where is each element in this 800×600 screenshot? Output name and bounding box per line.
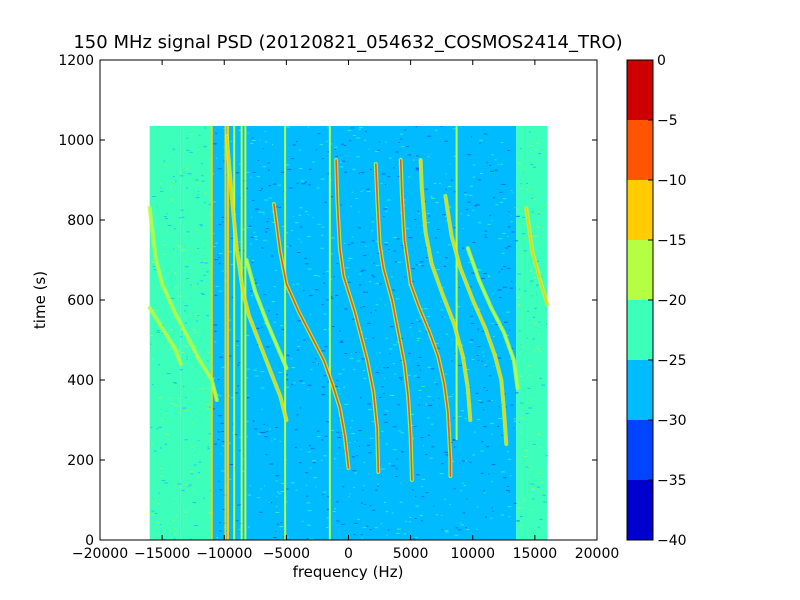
- x-axis: −20000 −15000 −10000 −5000 0 5000 10000 15000 20…: [72, 60, 619, 562]
- x-tick-label: −10000: [196, 546, 252, 562]
- colorbar-segment: [627, 300, 653, 360]
- y-axis: 0 200 400 600 800 1000 1200: [58, 53, 597, 549]
- x-tick-label: 0: [344, 546, 353, 562]
- colorbar-segment: [627, 60, 653, 120]
- x-tick-label: −15000: [134, 546, 190, 562]
- signal-trace: [335, 159, 380, 473]
- y-tick-label: 400: [67, 373, 94, 389]
- signal-trace: [444, 195, 508, 445]
- y-axis-label: time (s): [31, 271, 49, 329]
- colorbar-segment: [627, 120, 653, 180]
- x-tick-label: 10000: [450, 546, 495, 562]
- colorbar-tick-label: −5: [657, 113, 678, 129]
- x-tick-label: 5000: [393, 546, 429, 562]
- signal-trace: [273, 203, 350, 469]
- colorbar-tick-label: 0: [657, 53, 666, 69]
- colorbar-tick-label: −15: [657, 233, 687, 249]
- y-tick-label: 600: [67, 293, 94, 309]
- x-tick-label: 15000: [513, 546, 558, 562]
- y-tick-label: 1000: [58, 133, 94, 149]
- signal-trace: [148, 207, 218, 401]
- signal-trace: [375, 163, 413, 481]
- colorbar-segment: [627, 360, 653, 420]
- heatmap-layer: [147, 126, 550, 540]
- colorbar-tick-label: −20: [657, 293, 687, 309]
- y-tick-label: 0: [85, 533, 94, 549]
- colorbar-tick-label: −30: [657, 413, 687, 429]
- signal-trace: [245, 259, 288, 369]
- colorbar-tick-label: −25: [657, 353, 687, 369]
- plot-area: −20000 −15000 −10000 −5000 0 5000 10000 15000 20…: [58, 53, 619, 562]
- x-tick-label: −20000: [72, 546, 128, 562]
- y-tick-label: 800: [67, 213, 94, 229]
- x-tick-label: 20000: [575, 546, 620, 562]
- colorbar-tick-label: −35: [657, 473, 687, 489]
- signal-trace: [525, 207, 549, 305]
- chart-title: 150 MHz signal PSD (20120821_054632_COSM…: [73, 32, 622, 53]
- signal-trace: [225, 135, 288, 421]
- signal-trace: [467, 247, 519, 389]
- signal-trace: [399, 159, 452, 477]
- signal-trace: [148, 307, 182, 365]
- colorbar-segment: [627, 240, 653, 300]
- y-tick-label: 200: [67, 453, 94, 469]
- colorbar-tick-label: −40: [657, 533, 687, 549]
- x-tick-label: −5000: [263, 546, 310, 562]
- colorbar-segment: [627, 480, 653, 540]
- colorbar: 0 −5 −10 −15 −20 −25 −30 −35 −40: [626, 53, 687, 549]
- colorbar-segment: [627, 180, 653, 240]
- y-tick-label: 1200: [58, 53, 94, 69]
- colorbar-segment: [627, 420, 653, 480]
- x-axis-label: frequency (Hz): [293, 563, 404, 581]
- background-band: [516, 126, 548, 540]
- signal-trace: [419, 159, 472, 421]
- colorbar-tick-label: −10: [657, 173, 687, 189]
